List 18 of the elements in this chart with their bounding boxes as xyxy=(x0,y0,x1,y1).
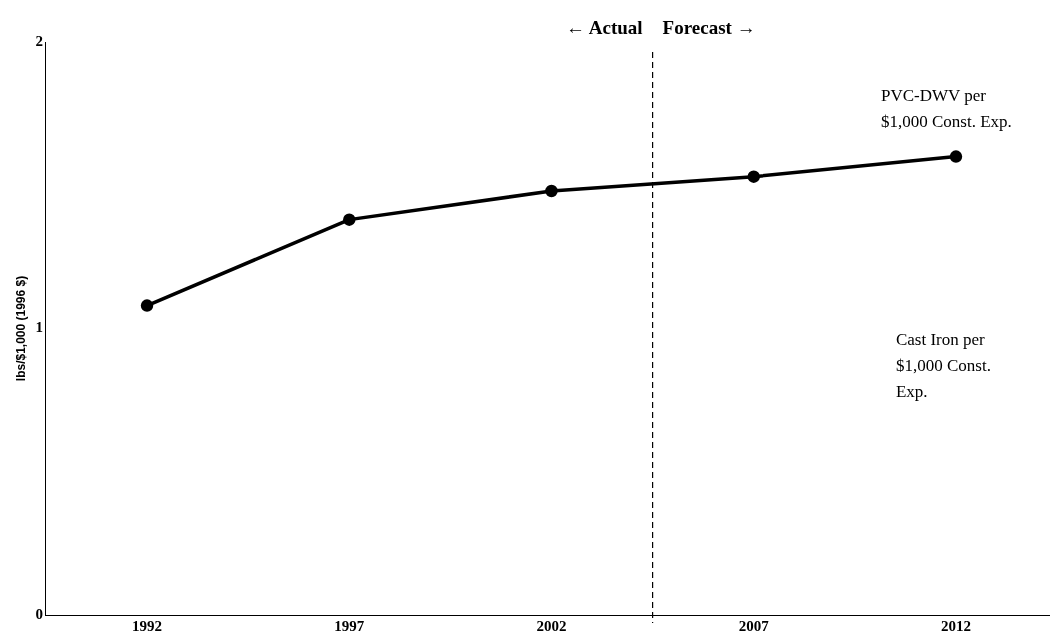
text: Forecast → xyxy=(662,17,756,38)
text: ← Actual xyxy=(566,17,643,38)
y-tick-label: 1 xyxy=(35,319,43,336)
x-tick-label: 1992 xyxy=(132,617,163,634)
x-tick-label: 2002 xyxy=(536,617,567,634)
y-tick-label: 0 xyxy=(35,605,43,622)
point xyxy=(545,184,558,198)
x-tick-label: 2007 xyxy=(738,617,770,634)
series-label: PVC-DWV per $1,000 Const. Exp. xyxy=(880,85,1012,131)
annotation: Cast Iron per $1,000 Const. Exp. xyxy=(895,329,991,401)
point xyxy=(140,299,154,312)
y-tick-label: 2 xyxy=(35,32,43,49)
point xyxy=(949,150,963,163)
point xyxy=(343,213,356,226)
point xyxy=(747,170,760,183)
x-tick-label: 1997 xyxy=(334,617,365,634)
y-axis-title: lbs/$1,000 (1996 $) xyxy=(13,275,28,382)
x-tick-label: 2012 xyxy=(940,617,971,634)
